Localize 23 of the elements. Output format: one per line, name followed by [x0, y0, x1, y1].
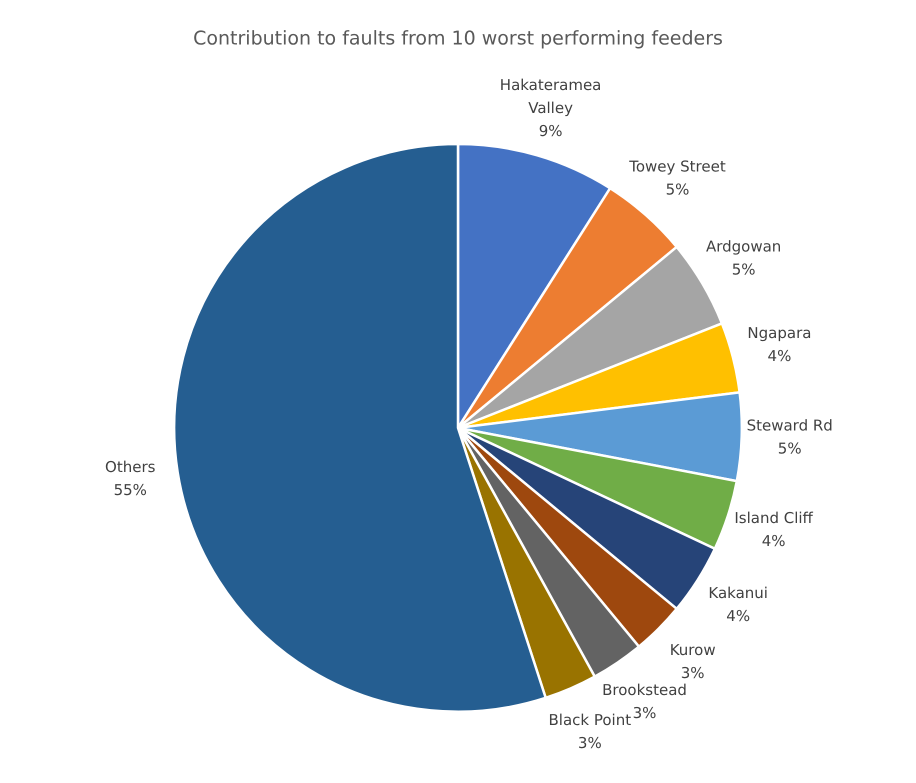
slice-label: Hakateramea Valley — [500, 76, 602, 118]
slice-label: Towey Street — [628, 157, 726, 176]
data-label: 5% — [666, 180, 690, 198]
data-label: 55% — [114, 481, 147, 500]
data-label: 3% — [632, 704, 656, 722]
slice-label: Others — [105, 458, 156, 476]
slice-label: Steward Rd — [746, 416, 833, 435]
chart-title: Contribution to faults from 10 worst performing feeders — [193, 27, 723, 50]
slice-label: Brookstead — [602, 680, 687, 699]
data-label: 4% — [762, 532, 786, 550]
data-label: 3% — [680, 664, 705, 682]
data-label: 5% — [778, 440, 802, 458]
data-label: 4% — [726, 607, 750, 626]
slice-label: Kurow — [670, 640, 716, 659]
slice-label: Island Cliff — [734, 508, 814, 527]
data-label: 9% — [538, 122, 562, 140]
slice-label: Kakanui — [708, 584, 768, 602]
slice-label: Ngapara — [747, 324, 812, 342]
data-label: 5% — [732, 260, 756, 278]
slice-label: Ardgowan — [706, 237, 782, 256]
slice-label: Black Point — [548, 710, 632, 729]
data-label: 4% — [768, 346, 792, 365]
data-label: 3% — [578, 734, 602, 752]
